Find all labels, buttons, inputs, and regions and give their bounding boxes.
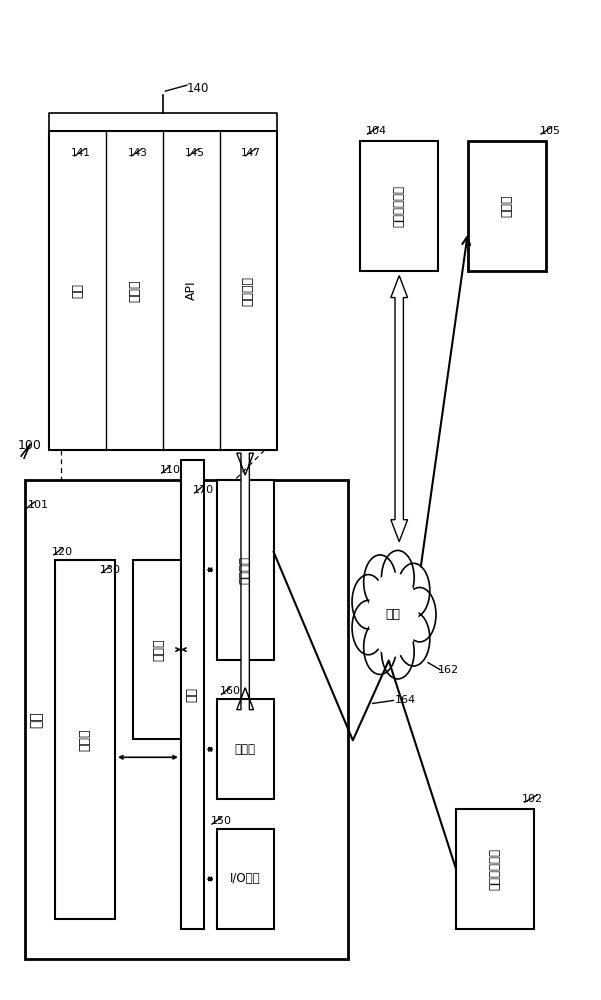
Text: 143: 143 <box>127 148 147 158</box>
Text: 100: 100 <box>17 439 41 452</box>
Text: 141: 141 <box>71 148 91 158</box>
Text: 160: 160 <box>220 686 241 696</box>
Text: 120: 120 <box>52 547 73 557</box>
Text: 通信接口: 通信接口 <box>239 556 252 584</box>
Text: 150: 150 <box>211 816 232 826</box>
Text: 145: 145 <box>185 148 204 158</box>
FancyBboxPatch shape <box>55 560 115 919</box>
FancyBboxPatch shape <box>456 809 534 929</box>
Text: 中间件: 中间件 <box>128 279 141 302</box>
Text: 170: 170 <box>193 485 214 495</box>
Text: 第二外部装置: 第二外部装置 <box>392 185 406 227</box>
Text: 服务器: 服务器 <box>501 195 513 217</box>
FancyBboxPatch shape <box>181 460 204 929</box>
Text: 存储器: 存储器 <box>152 638 165 661</box>
Text: 105: 105 <box>540 126 561 136</box>
Circle shape <box>368 573 418 657</box>
Text: 第一外部装置: 第一外部装置 <box>489 848 501 890</box>
Text: 网络: 网络 <box>386 608 401 621</box>
Text: I/O接口: I/O接口 <box>230 872 260 885</box>
Text: 101: 101 <box>28 500 49 510</box>
Text: 162: 162 <box>438 665 459 675</box>
Text: 104: 104 <box>366 126 388 136</box>
FancyBboxPatch shape <box>217 829 273 929</box>
Text: 130: 130 <box>100 565 121 575</box>
FancyBboxPatch shape <box>133 560 184 739</box>
Text: 总线: 总线 <box>186 687 199 702</box>
Text: 140: 140 <box>187 82 209 95</box>
Text: 显示器: 显示器 <box>234 743 255 756</box>
Text: 内核: 内核 <box>71 283 84 298</box>
Text: 装置: 装置 <box>29 711 43 728</box>
Text: 147: 147 <box>241 148 261 158</box>
FancyBboxPatch shape <box>25 480 349 959</box>
Text: 102: 102 <box>522 794 543 804</box>
FancyBboxPatch shape <box>49 131 276 450</box>
Polygon shape <box>237 453 254 710</box>
FancyBboxPatch shape <box>468 141 546 271</box>
Text: 应用程序: 应用程序 <box>242 276 255 306</box>
FancyBboxPatch shape <box>217 480 273 660</box>
Polygon shape <box>391 276 407 542</box>
FancyBboxPatch shape <box>217 699 273 799</box>
Text: 处理器: 处理器 <box>79 728 91 751</box>
Text: API: API <box>185 281 198 300</box>
Text: 110: 110 <box>160 465 181 475</box>
Text: 164: 164 <box>395 695 416 705</box>
FancyBboxPatch shape <box>361 141 438 271</box>
